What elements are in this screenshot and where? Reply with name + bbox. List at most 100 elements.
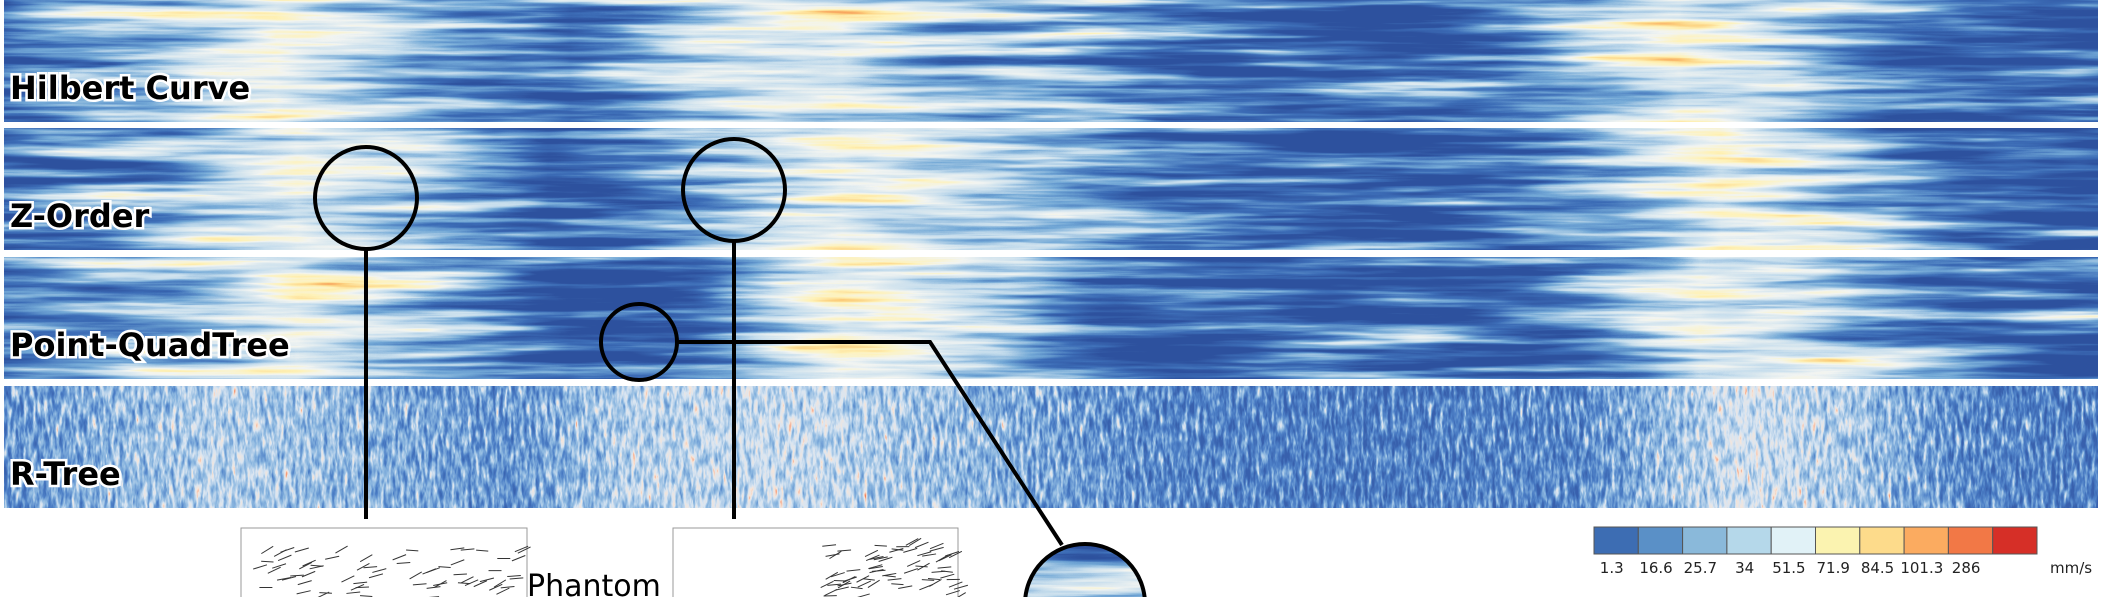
inset-arrow (325, 555, 340, 560)
inset-arrow (335, 545, 348, 554)
inset-arrow (409, 571, 423, 580)
inset-arrow (341, 575, 355, 583)
inset-arrow (917, 551, 932, 557)
inset-arrow (919, 584, 933, 591)
colorbar-label: 84.5 (1861, 559, 1894, 577)
inset-arrow (887, 578, 902, 581)
colorbar-swatch (1992, 526, 2038, 555)
panel-image (4, 386, 2098, 508)
colorbar-label: 71.9 (1817, 559, 1850, 577)
colorbar: 1.3 16.6 25.7 34 51.5 71.9 84.5 101.3 286 mm/s (1593, 526, 2092, 577)
inset-arrow (302, 559, 316, 567)
inset-arrow (509, 577, 524, 580)
inset-arrow (281, 576, 297, 581)
inset-arrow (406, 549, 419, 552)
inset-arrow (891, 583, 904, 586)
inset-arrow (355, 586, 370, 589)
colorbar-swatch (1726, 526, 1772, 555)
inset-arrow (433, 582, 448, 586)
inset-arrow (294, 547, 309, 553)
inset-arrow (356, 563, 370, 571)
inset-arrow (914, 541, 929, 549)
inset-arrow (873, 556, 888, 561)
inset-arrow (396, 561, 411, 564)
inset-arrow (871, 569, 886, 572)
inset-arrow (856, 575, 870, 583)
inset-arrow (878, 556, 893, 562)
colorbar-label: 34 (1735, 559, 1754, 577)
inset-arrow (824, 588, 838, 597)
inset-arrow (372, 568, 387, 573)
inset-arrow (453, 573, 467, 576)
inset-arrow (825, 553, 840, 557)
inset-arrow (353, 581, 368, 585)
inset-arrow (846, 569, 861, 572)
inset-arrow (450, 547, 465, 551)
inset-arrow (889, 548, 904, 553)
colorbar-swatch (1947, 526, 1994, 555)
inset-arrow (272, 563, 287, 569)
colorbar-swatch (1815, 526, 1861, 555)
panels: Hilbert Curve Z-Order Point-QuadTree R-Tree (4, 0, 2098, 508)
colorbar-swatch (1770, 526, 1816, 555)
inset-arrow (865, 554, 880, 562)
colorbar-swatch (1637, 526, 1684, 555)
inset-arrow (363, 566, 378, 569)
inset-arrow (460, 548, 475, 551)
zoom-view (1025, 544, 1145, 597)
inset-arrow (937, 566, 952, 569)
inset-arrow (929, 542, 944, 550)
inset-arrow (830, 572, 845, 578)
inset-arrow (884, 575, 896, 578)
inset-arrow (869, 556, 884, 560)
inset-arrow (903, 547, 918, 553)
inset-arrow (317, 591, 330, 597)
inset-arrow (450, 559, 465, 566)
caption-text: Phantom (527, 569, 661, 597)
colorbar-label: 51.5 (1772, 559, 1805, 577)
zoom-image (1025, 544, 1145, 597)
inset-frame (240, 527, 528, 597)
inset-arrow (464, 579, 479, 587)
inset-arrow (479, 577, 495, 583)
inset-arrow (915, 565, 928, 568)
colorbar-unit: mm/s (2050, 559, 2092, 577)
colorbar-swatch (1593, 526, 1639, 555)
inset-arrow (906, 560, 921, 567)
inset-arrow (837, 582, 852, 587)
leader-line (677, 340, 1064, 547)
inset-arrow (868, 564, 883, 570)
inset-arrow (261, 545, 274, 555)
inset-arrow (252, 564, 268, 570)
inset-arrow (460, 576, 474, 584)
inset-arrow (493, 579, 507, 588)
inset-arrow (426, 567, 441, 574)
inset-arrow (296, 590, 311, 595)
inset-arrow (948, 550, 963, 559)
inset-arrow (346, 591, 361, 594)
inset-arrow (882, 572, 897, 577)
inset-arrow (310, 564, 323, 567)
inset-arrow (863, 578, 875, 581)
inset-arrow (842, 576, 856, 584)
inset-arrow (929, 546, 944, 552)
inset-arrow (507, 574, 521, 578)
inset-arrow (496, 587, 510, 595)
inset-arrow (820, 580, 834, 588)
inset-arrow (359, 554, 373, 563)
inset-arrow (957, 592, 966, 597)
inset-arrow (438, 566, 451, 568)
inset-arrow (941, 570, 953, 573)
inset-arrow (368, 573, 384, 579)
inset-arrow (850, 586, 863, 590)
inset-arrow (940, 573, 955, 579)
inset-arrow (500, 585, 515, 589)
inset-arrow (514, 545, 529, 553)
colorbar-label: 1.3 (1600, 559, 1624, 577)
inset-arrow (359, 595, 373, 597)
inset-arrow (953, 584, 969, 590)
inset-arrow (898, 585, 913, 590)
inset-arrow (874, 544, 887, 547)
inset-arrow (864, 549, 879, 557)
